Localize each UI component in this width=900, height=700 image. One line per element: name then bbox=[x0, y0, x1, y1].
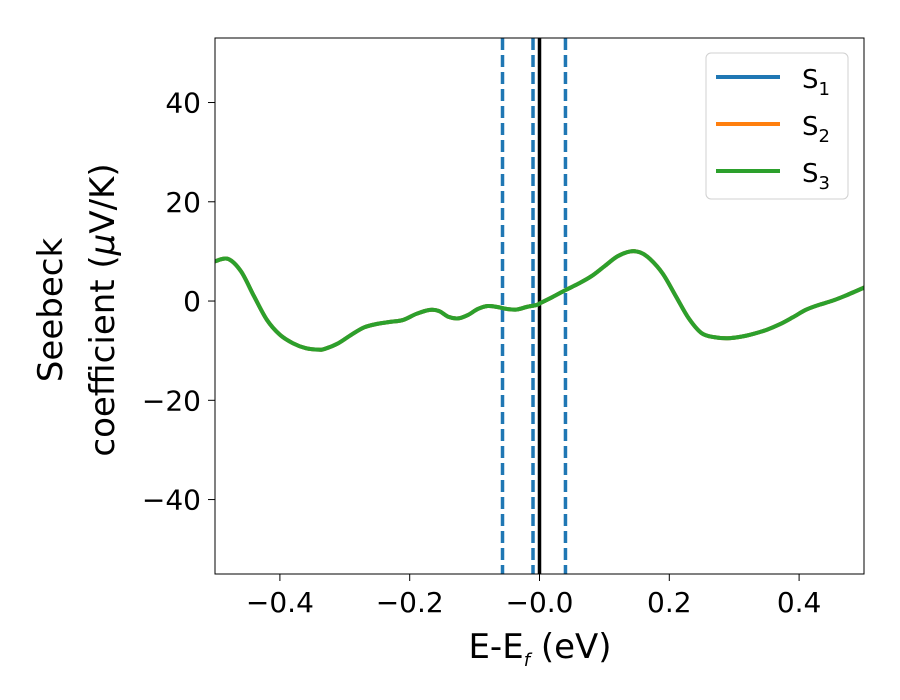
y-tick-label: 0 bbox=[183, 285, 201, 318]
x-axis-label: E-Ef (eV) bbox=[468, 627, 611, 671]
y-axis-label-line1: Seebeck bbox=[31, 238, 71, 383]
legend-label-s3: S3 bbox=[802, 159, 830, 194]
y-axis-label: Seebeck coefficient (μV/K) bbox=[31, 163, 123, 456]
x-tick-label: −0.2 bbox=[376, 586, 444, 619]
x-tick-label: −0.4 bbox=[246, 586, 314, 619]
legend-label-s2: S2 bbox=[802, 112, 830, 147]
x-tick-label: 0.2 bbox=[647, 586, 692, 619]
y-tick-label: 40 bbox=[165, 87, 201, 120]
x-tick-label: −0.0 bbox=[506, 586, 574, 619]
y-axis-label-mu: μ bbox=[83, 234, 123, 257]
x-axis-label-sub: f bbox=[524, 650, 533, 671]
legend-label-s1: S1 bbox=[802, 65, 830, 100]
y-tick-label: −40 bbox=[142, 484, 201, 517]
y-tick-label: −20 bbox=[142, 384, 201, 417]
y-tick-label: 20 bbox=[165, 186, 201, 219]
legend: S1 S2 S3 bbox=[705, 52, 849, 200]
x-axis-label-tail: (eV) bbox=[530, 627, 612, 667]
y-axis-label-line2b: V/K) bbox=[83, 163, 123, 233]
series-lines bbox=[215, 249, 864, 352]
y-axis-ticks: −40 −20 0 20 40 bbox=[142, 87, 215, 517]
y-axis-label-line2a: coefficient ( bbox=[83, 255, 123, 456]
reference-lines bbox=[500, 38, 568, 574]
y-axis-label-line2: coefficient (μV/K) bbox=[83, 163, 123, 456]
x-tick-label: 0.4 bbox=[777, 586, 822, 619]
x-axis-ticks: −0.4 −0.2 −0.0 0.2 0.4 bbox=[246, 574, 821, 619]
x-axis-label-base: E-E bbox=[468, 627, 523, 667]
series-line-s3 bbox=[215, 249, 864, 352]
